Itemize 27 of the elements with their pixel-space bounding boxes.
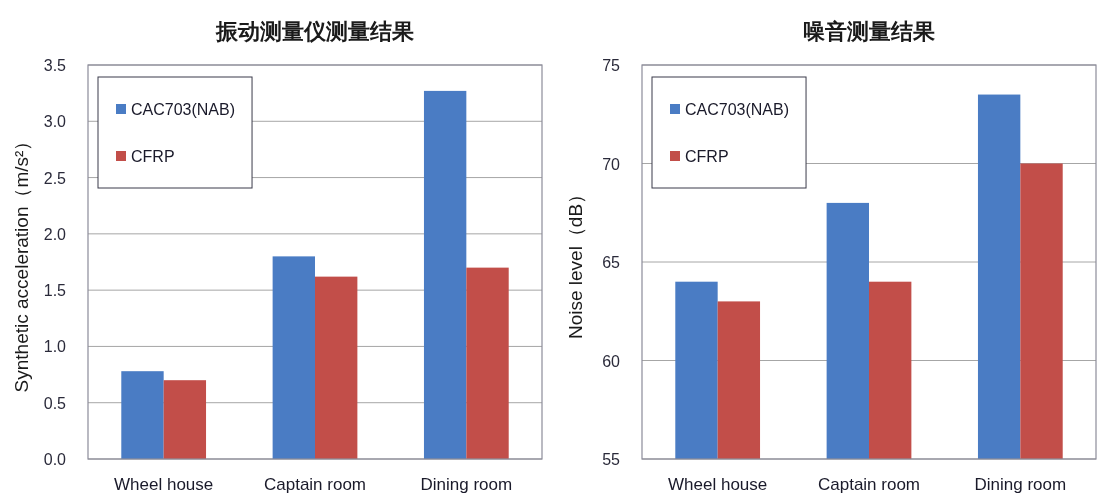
ytick-label: 75 — [602, 57, 620, 74]
legend-label: CFRP — [685, 148, 729, 165]
xtick-label: Wheel house — [668, 475, 768, 494]
legend-label: CAC703(NAB) — [131, 101, 236, 118]
title: 噪音测量结果 — [803, 19, 935, 44]
xtick-label: Captain room — [263, 475, 367, 494]
ytick-label: 60 — [602, 352, 620, 370]
xtick-label: Dining room — [420, 475, 513, 494]
ytick-label: 0.5 — [43, 394, 66, 412]
title: 振动测量仪测量结果 — [216, 19, 414, 44]
ytick-label: 65 — [602, 254, 620, 271]
ytick-label: 70 — [602, 155, 620, 173]
ytick-label: 2.0 — [43, 225, 66, 243]
xtick-label: Captain room — [817, 475, 921, 494]
ylabel: Synthetic acceleration（m/s²） — [11, 131, 32, 393]
xtick-label: Dining room — [974, 475, 1067, 494]
ytick-label: 3.0 — [43, 113, 66, 131]
ylabel: Noise level（dB） — [565, 184, 586, 340]
xtick-label: Wheel house — [114, 475, 214, 494]
ytick-label: 1.0 — [43, 338, 66, 356]
ytick-label: 2.5 — [43, 169, 66, 187]
legend-label: CFRP — [131, 148, 175, 165]
ytick-label: 3.5 — [43, 57, 66, 74]
ytick-label: 1.5 — [43, 282, 66, 300]
ytick-label: 0.0 — [43, 451, 66, 468]
ytick-label: 55 — [602, 451, 620, 468]
legend-label: CAC703(NAB) — [685, 101, 790, 118]
